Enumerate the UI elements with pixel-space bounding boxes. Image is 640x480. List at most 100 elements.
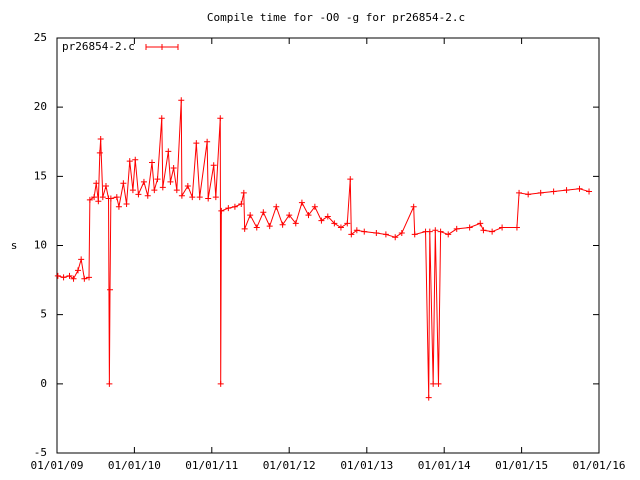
point-marker — [279, 221, 286, 228]
point-marker — [435, 380, 442, 387]
point-marker — [144, 192, 151, 199]
point-marker — [60, 274, 67, 281]
point-marker — [241, 225, 248, 232]
point-marker — [205, 195, 212, 202]
point-marker — [107, 286, 114, 293]
legend-swatch — [145, 44, 179, 50]
point-marker — [361, 228, 368, 235]
y-tick-label: 25 — [34, 31, 47, 44]
point-marker — [240, 189, 247, 196]
point-marker — [348, 231, 355, 238]
point-marker — [70, 275, 77, 282]
point-marker — [178, 97, 185, 104]
point-marker — [426, 228, 433, 235]
point-marker — [260, 209, 267, 216]
point-marker — [102, 183, 109, 190]
point-marker — [292, 220, 299, 227]
point-marker — [95, 198, 102, 205]
point-marker — [576, 185, 583, 192]
point-marker — [81, 275, 88, 282]
point-marker — [238, 201, 245, 207]
point-marker — [344, 220, 351, 227]
point-marker — [165, 148, 172, 155]
x-tick-label: 01/01/10 — [108, 459, 161, 472]
x-tick-label: 01/01/12 — [263, 459, 316, 472]
y-tick-label: 5 — [40, 308, 47, 321]
point-marker — [204, 138, 211, 145]
point-marker — [74, 267, 81, 274]
point-marker — [66, 272, 73, 279]
point-marker — [253, 224, 260, 231]
point-marker — [286, 212, 293, 219]
point-marker — [318, 217, 325, 224]
point-marker — [432, 227, 439, 234]
point-marker — [225, 205, 232, 212]
point-marker — [411, 231, 418, 238]
point-marker — [550, 188, 557, 195]
point-marker — [231, 203, 238, 210]
point-marker — [196, 194, 203, 201]
point-marker — [218, 207, 225, 214]
point-marker — [184, 183, 191, 190]
point-marker — [392, 234, 399, 241]
y-tick-label: 10 — [34, 239, 47, 252]
point-marker — [123, 201, 130, 207]
point-marker — [173, 187, 180, 194]
point-marker — [425, 394, 432, 401]
y-axis-label: s — [11, 239, 18, 252]
point-marker — [247, 212, 254, 219]
point-marker — [586, 188, 593, 195]
point-marker — [120, 180, 127, 187]
point-marker — [480, 227, 487, 234]
y-tick-label: -5 — [34, 446, 47, 459]
point-marker — [382, 231, 389, 238]
point-marker — [96, 149, 103, 156]
point-marker — [373, 230, 380, 237]
point-marker — [148, 159, 155, 166]
point-marker — [126, 158, 133, 165]
x-tick-label: 01/01/15 — [495, 459, 548, 472]
point-marker — [167, 178, 174, 185]
legend-label: pr26854-2.c — [62, 40, 135, 53]
y-tick-label: 0 — [40, 377, 47, 390]
point-marker — [430, 380, 437, 387]
point-marker — [563, 187, 570, 194]
point-marker — [140, 178, 147, 185]
point-marker — [107, 195, 114, 202]
point-marker — [170, 165, 177, 172]
point-marker — [91, 194, 98, 201]
point-marker — [437, 228, 444, 235]
point-marker — [477, 220, 484, 227]
point-marker — [217, 380, 224, 387]
point-marker — [347, 176, 354, 183]
point-marker — [453, 225, 460, 232]
point-marker — [298, 199, 305, 206]
point-marker — [445, 231, 452, 238]
point-marker — [305, 212, 312, 219]
point-marker — [86, 196, 93, 203]
point-marker — [132, 156, 139, 163]
point-marker — [189, 194, 196, 201]
x-tick-label: 01/01/09 — [31, 459, 84, 472]
point-marker — [154, 176, 161, 183]
point-marker — [159, 184, 166, 191]
x-tick-label: 01/01/11 — [185, 459, 238, 472]
x-tick-label: 01/01/16 — [573, 459, 626, 472]
point-marker — [97, 135, 104, 142]
chart-title: Compile time for -O0 -g for pr26854-2.c — [207, 11, 465, 24]
point-marker — [193, 140, 200, 147]
point-marker — [78, 256, 85, 263]
point-marker — [537, 189, 544, 196]
point-marker — [410, 203, 417, 210]
y-tick-label: 20 — [34, 100, 47, 113]
point-marker — [266, 223, 273, 230]
point-marker — [331, 220, 338, 227]
point-marker — [99, 194, 106, 201]
point-marker — [516, 189, 523, 196]
point-marker — [212, 194, 219, 201]
point-marker — [115, 203, 122, 210]
point-marker — [337, 224, 344, 231]
x-tick-label: 01/01/14 — [418, 459, 471, 472]
